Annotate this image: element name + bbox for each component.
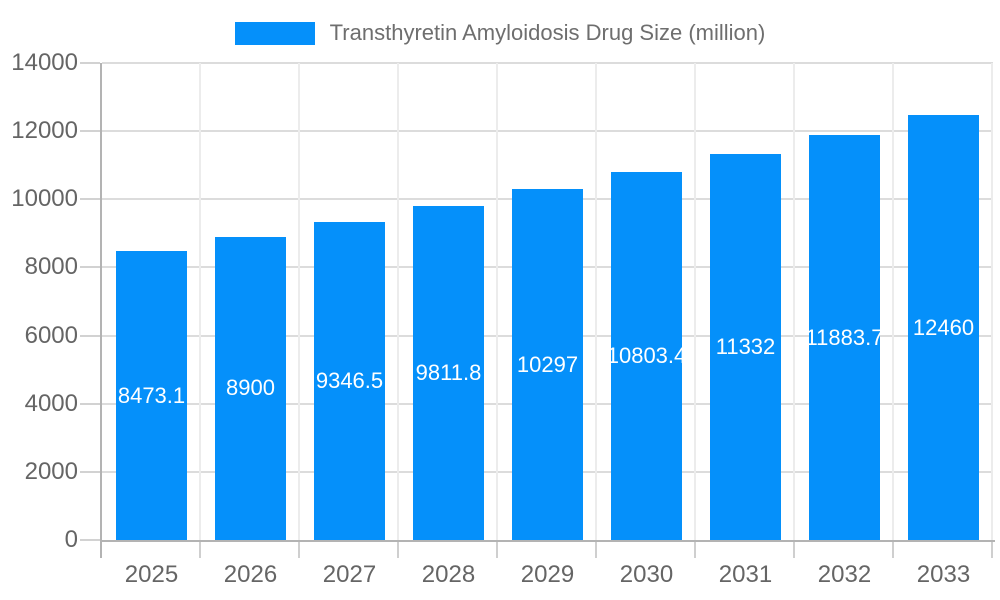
x-axis-label: 2030 (619, 561, 674, 588)
x-axis-label: 2032 (817, 561, 872, 588)
bar-value-label: 9811.8 (415, 359, 482, 385)
x-axis-label: 2029 (520, 561, 575, 588)
bar-value-label: 8900 (226, 375, 275, 401)
x-gridline (991, 63, 993, 540)
y-axis-tick (80, 470, 100, 473)
y-axis-label: 14000 (11, 49, 78, 76)
x-axis-tick (793, 542, 795, 558)
x-gridline (694, 63, 696, 540)
y-axis-tick (80, 130, 100, 133)
legend-label: Transthyretin Amyloidosis Drug Size (mil… (329, 20, 766, 45)
x-axis-tick (100, 542, 102, 558)
y-axis-line (100, 63, 102, 540)
y-axis-label: 12000 (11, 117, 78, 145)
bar[interactable]: 10803.4 (611, 171, 682, 540)
x-axis-label: 2031 (718, 561, 773, 588)
y-axis-label: 6000 (24, 321, 78, 349)
bar[interactable]: 8473.1 (116, 251, 187, 540)
y-axis-tick (80, 62, 100, 64)
y-axis-tick (80, 539, 100, 541)
bar[interactable]: 11883.7 (809, 135, 880, 540)
x-axis-line (100, 540, 995, 542)
bar[interactable]: 8900 (215, 236, 286, 540)
bar[interactable]: 10297 (512, 189, 583, 540)
x-axis-tick (199, 542, 201, 558)
x-gridline (397, 63, 399, 540)
x-axis-tick (892, 542, 894, 558)
bar-value-label: 11883.7 (809, 324, 880, 350)
y-axis-label: 0 (64, 526, 78, 553)
x-axis-label: 2026 (223, 561, 278, 588)
y-gridline (102, 62, 993, 64)
y-axis-tick (80, 198, 100, 201)
x-axis-tick (298, 542, 300, 558)
x-axis-tick (397, 542, 399, 558)
bar[interactable]: 9346.5 (314, 221, 385, 540)
x-gridline (496, 63, 498, 540)
bar-value-label: 12460 (912, 314, 975, 340)
y-axis-label: 4000 (24, 389, 78, 417)
x-axis-label: 2027 (322, 561, 377, 588)
x-gridline (793, 63, 795, 540)
plot-area: 8473.1 8900 9346.5 9811.8 10297 10803.4 11332 1… (11, 49, 995, 588)
y-axis-label: 10000 (11, 185, 78, 213)
bar-value-label: 10297 (516, 351, 579, 377)
chart-legend[interactable]: Transthyretin Amyloidosis Drug Size (mil… (0, 18, 1000, 48)
x-gridline (199, 63, 201, 540)
bar[interactable]: 11332 (710, 153, 781, 540)
x-axis-tick (496, 542, 498, 558)
x-gridline (892, 63, 894, 540)
x-axis-tick (991, 542, 993, 558)
y-axis-label: 2000 (24, 457, 78, 485)
bar-value-label: 11332 (715, 333, 776, 359)
y-axis-tick (80, 266, 100, 269)
x-axis-label: 2028 (421, 561, 476, 588)
y-gridline (102, 130, 993, 133)
y-axis-tick (80, 402, 100, 405)
bar-value-label: 10803.4 (611, 342, 682, 368)
bar[interactable]: 9811.8 (413, 205, 484, 540)
x-axis-tick (595, 542, 597, 558)
y-axis-tick (80, 334, 100, 337)
x-axis-label: 2033 (916, 561, 971, 588)
legend-swatch (234, 21, 315, 45)
x-axis-tick (694, 542, 696, 558)
bar-value-label: 9346.5 (315, 367, 384, 393)
y-axis-label: 8000 (24, 253, 78, 281)
bar-value-label: 8473.1 (117, 382, 186, 408)
x-axis-label: 2025 (124, 561, 179, 588)
x-gridline (298, 63, 300, 540)
x-gridline (595, 63, 597, 540)
bar[interactable]: 12460 (908, 115, 979, 540)
